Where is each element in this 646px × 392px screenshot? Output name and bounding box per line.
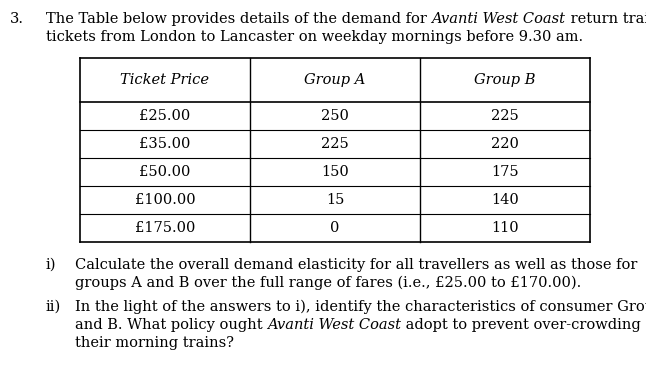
Text: Group A: Group A — [304, 73, 366, 87]
Text: 175: 175 — [491, 165, 519, 179]
Text: return train: return train — [565, 12, 646, 26]
Text: £35.00: £35.00 — [140, 137, 191, 151]
Text: 15: 15 — [326, 193, 344, 207]
Text: £25.00: £25.00 — [140, 109, 191, 123]
Text: £175.00: £175.00 — [135, 221, 195, 235]
Text: Group B: Group B — [474, 73, 536, 87]
Text: their morning trains?: their morning trains? — [75, 336, 234, 350]
Text: 225: 225 — [321, 137, 349, 151]
Text: £50.00: £50.00 — [140, 165, 191, 179]
Text: groups A and B over the full range of fares (i.e., £25.00 to £170.00).: groups A and B over the full range of fa… — [75, 276, 581, 290]
Text: £100.00: £100.00 — [134, 193, 195, 207]
Text: tickets from London to Lancaster on weekday mornings before 9.30 am.: tickets from London to Lancaster on week… — [46, 30, 583, 44]
Text: 3.: 3. — [10, 12, 24, 26]
Text: Avanti West Coast: Avanti West Coast — [267, 318, 401, 332]
Text: Ticket Price: Ticket Price — [121, 73, 209, 87]
Text: 250: 250 — [321, 109, 349, 123]
Text: i): i) — [46, 258, 56, 272]
Text: and B. What policy ought: and B. What policy ought — [75, 318, 267, 332]
Text: Calculate the overall demand elasticity for all travellers as well as those for: Calculate the overall demand elasticity … — [75, 258, 638, 272]
Text: adopt to prevent over-crowding on: adopt to prevent over-crowding on — [401, 318, 646, 332]
Text: 0: 0 — [330, 221, 340, 235]
Text: In the light of the answers to i), identify the characteristics of consumer Grou: In the light of the answers to i), ident… — [75, 300, 646, 314]
Text: 140: 140 — [491, 193, 519, 207]
Text: 225: 225 — [491, 109, 519, 123]
Text: 110: 110 — [491, 221, 519, 235]
Text: 150: 150 — [321, 165, 349, 179]
Text: The Table below provides details of the demand for: The Table below provides details of the … — [46, 12, 432, 26]
Text: Avanti West Coast: Avanti West Coast — [432, 12, 565, 26]
Text: 220: 220 — [491, 137, 519, 151]
Text: ii): ii) — [46, 300, 61, 314]
